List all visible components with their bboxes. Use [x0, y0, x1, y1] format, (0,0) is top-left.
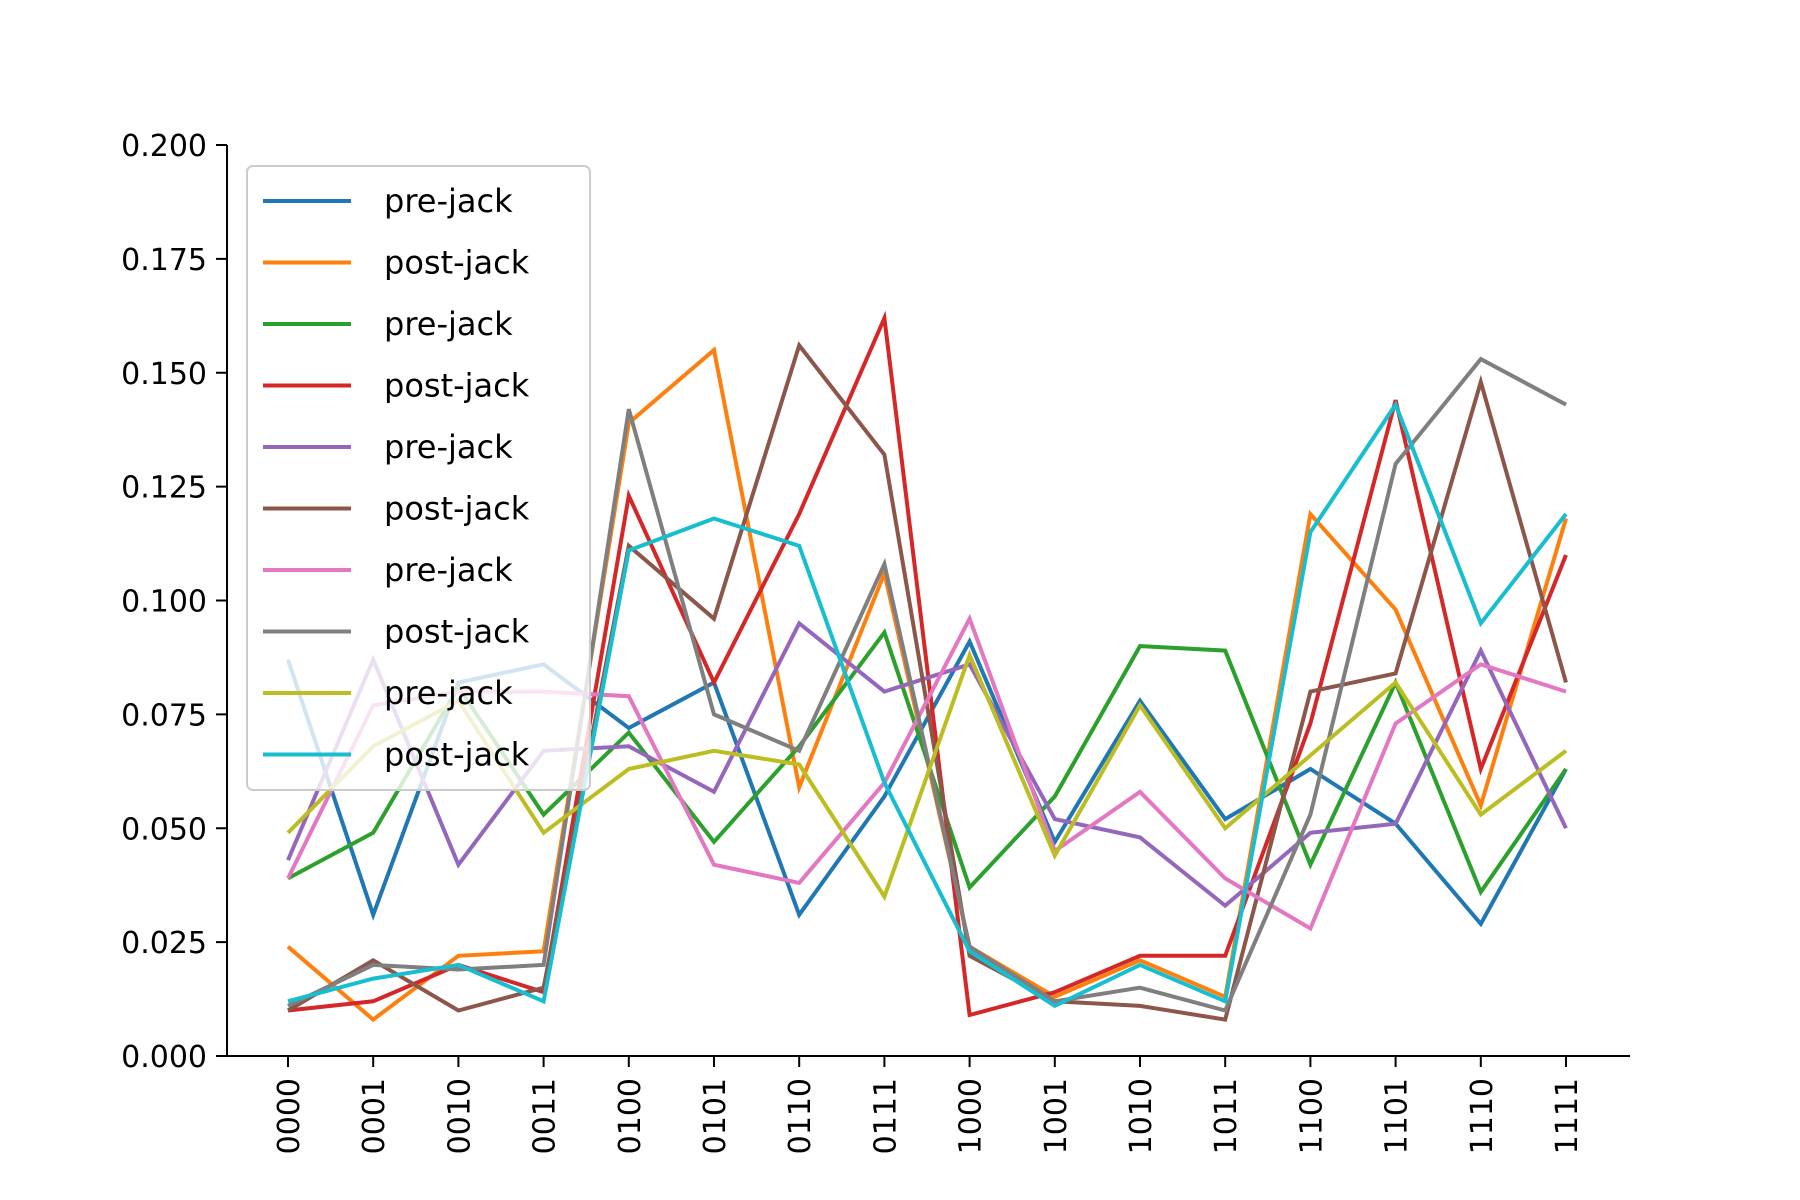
y-tick-label: 0.100	[121, 585, 207, 620]
x-tick-label: 1001	[1039, 1078, 1074, 1154]
series-line-10	[287, 400, 1568, 1009]
legend-label: post-jack	[384, 736, 530, 774]
legend-label: pre-jack	[384, 428, 513, 466]
legend: pre-jack post-jack pre-jack post-jack pre-ja…	[246, 165, 591, 791]
x-tick-label: 0110	[783, 1078, 818, 1154]
x-tick-label: 1101	[1380, 1078, 1415, 1154]
x-tick-label: 0100	[613, 1078, 648, 1154]
legend-label: pre-jack	[384, 551, 513, 589]
x-ticks: 0000 0001 0010 0011 0100 0101 0110 0111 1000 1001…	[272, 1056, 1585, 1154]
series-line-4	[287, 310, 1568, 1018]
legend-label: pre-jack	[384, 674, 513, 712]
x-tick-label: 0011	[528, 1078, 563, 1154]
legend-label: pre-jack	[384, 182, 513, 220]
x-tick-label: 1111	[1550, 1078, 1585, 1154]
y-tick-label: 0.200	[121, 129, 207, 164]
y-tick-label: 0.050	[121, 812, 207, 847]
series-line-8	[287, 356, 1567, 1013]
x-tick-label: 1000	[954, 1078, 989, 1154]
x-tick-label: 0000	[272, 1078, 307, 1154]
y-tick-label: 0.175	[121, 243, 207, 278]
legend-label: post-jack	[384, 490, 530, 528]
y-tick-label: 0.150	[121, 357, 207, 392]
legend-label: post-jack	[384, 244, 530, 282]
x-tick-label: 1010	[1124, 1078, 1159, 1154]
legend-label: pre-jack	[384, 305, 513, 343]
legend-label: post-jack	[384, 367, 530, 405]
x-tick-label: 0111	[868, 1078, 903, 1154]
legend-label: post-jack	[384, 613, 530, 651]
x-tick-label: 0001	[357, 1078, 392, 1154]
x-tick-label: 1100	[1294, 1078, 1329, 1154]
y-tick-label: 0.025	[121, 926, 207, 961]
series-line-6	[286, 341, 1568, 1022]
axes: 0.000 0.025 0.050 0.075 0.100 0.125 0.150 0.175…	[121, 129, 1630, 1154]
y-tick-label: 0.075	[121, 698, 207, 733]
x-tick-label: 0101	[698, 1078, 733, 1154]
y-tick-label: 0.125	[121, 471, 207, 506]
x-tick-label: 1011	[1209, 1078, 1244, 1154]
y-tick-label: 0.000	[121, 1040, 207, 1075]
x-tick-label: 1110	[1465, 1078, 1500, 1154]
y-ticks: 0.000 0.025 0.050 0.075 0.100 0.125 0.150 0.175…	[121, 129, 227, 1075]
x-tick-label: 0010	[442, 1078, 477, 1154]
